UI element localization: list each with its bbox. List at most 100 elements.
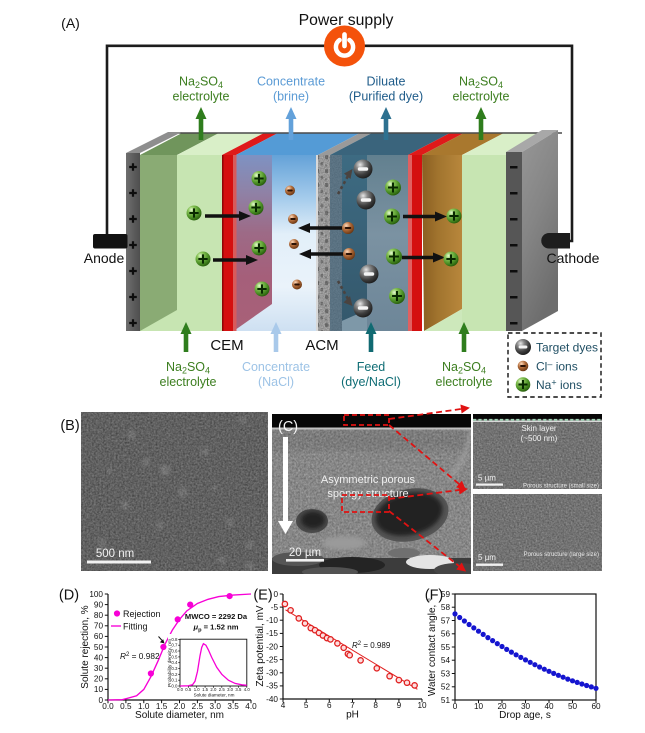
svg-text:pH: pH — [346, 710, 359, 721]
svg-text:30: 30 — [94, 664, 104, 673]
svg-text:20: 20 — [94, 675, 104, 684]
svg-text:(dye/NaCl): (dye/NaCl) — [341, 375, 401, 389]
svg-text:(B): (B) — [60, 418, 79, 434]
svg-text:0.2: 0.2 — [171, 672, 178, 677]
svg-text:10: 10 — [417, 701, 427, 710]
svg-text:3.0: 3.0 — [210, 702, 222, 711]
svg-text:-20: -20 — [266, 642, 278, 651]
svg-text:Na2SO4: Na2SO4 — [166, 360, 210, 376]
svg-text:(A): (A) — [61, 15, 80, 31]
svg-text:Feed: Feed — [357, 360, 386, 374]
svg-text:Target dyes: Target dyes — [536, 341, 598, 355]
svg-text:electrolyte: electrolyte — [436, 375, 493, 389]
svg-text:0.0: 0.0 — [171, 684, 178, 689]
svg-text:Na2SO4: Na2SO4 — [459, 75, 503, 91]
svg-text:0: 0 — [273, 590, 278, 599]
svg-text:Rejection: Rejection — [123, 609, 161, 619]
svg-text:Solute diameter, nm: Solute diameter, nm — [135, 710, 224, 721]
svg-text:0.7: 0.7 — [171, 643, 178, 648]
svg-text:ACM: ACM — [305, 337, 338, 354]
svg-text:Drop age, s: Drop age, s — [499, 710, 551, 721]
svg-text:electrolyte: electrolyte — [173, 90, 230, 104]
svg-text:30: 30 — [521, 702, 531, 711]
svg-text:50: 50 — [94, 643, 104, 652]
svg-text:CEM: CEM — [210, 337, 243, 354]
svg-text:μp = 1.52 nm: μp = 1.52 nm — [193, 623, 239, 634]
svg-text:1.5: 1.5 — [156, 702, 168, 711]
svg-text:-10: -10 — [266, 616, 278, 625]
svg-text:0: 0 — [453, 702, 458, 711]
svg-text:3.5: 3.5 — [235, 687, 242, 692]
svg-text:58: 58 — [441, 603, 451, 612]
svg-text:electrolyte: electrolyte — [160, 375, 217, 389]
svg-text:50: 50 — [568, 702, 578, 711]
svg-text:0.5: 0.5 — [171, 654, 178, 659]
svg-text:55: 55 — [441, 643, 451, 652]
svg-text:-40: -40 — [266, 695, 278, 704]
svg-text:5: 5 — [304, 701, 309, 710]
svg-text:-5: -5 — [271, 603, 279, 612]
svg-text:Anode: Anode — [84, 250, 125, 266]
svg-text:60: 60 — [591, 702, 601, 711]
svg-text:Solute rejection, %: Solute rejection, % — [80, 605, 91, 688]
svg-text:(~500 nm): (~500 nm) — [521, 434, 558, 443]
svg-text:7: 7 — [350, 701, 355, 710]
svg-text:(NaCl): (NaCl) — [258, 375, 294, 389]
svg-text:-35: -35 — [266, 682, 278, 691]
svg-text:Na+ ions: Na+ ions — [536, 378, 582, 393]
svg-text:6: 6 — [327, 701, 332, 710]
svg-text:(F): (F) — [425, 588, 444, 604]
svg-text:1.0: 1.0 — [194, 687, 201, 692]
svg-text:53: 53 — [441, 669, 451, 678]
svg-text:(brine): (brine) — [273, 90, 309, 104]
svg-text:electrolyte: electrolyte — [453, 90, 510, 104]
svg-text:0.0: 0.0 — [102, 702, 114, 711]
svg-text:Solute diameter, nm: Solute diameter, nm — [194, 693, 235, 698]
svg-text:-15: -15 — [266, 629, 278, 638]
svg-text:60: 60 — [94, 632, 104, 641]
svg-text:5 µm: 5 µm — [478, 474, 496, 483]
svg-text:20: 20 — [497, 702, 507, 711]
svg-text:(E): (E) — [253, 588, 272, 604]
svg-text:2.0: 2.0 — [174, 702, 186, 711]
svg-text:500 nm: 500 nm — [96, 548, 134, 560]
svg-text:56: 56 — [441, 630, 451, 639]
svg-text:0.0: 0.0 — [177, 687, 184, 692]
svg-text:Probability density, nm: Probability density, nm — [167, 639, 173, 687]
svg-text:4.0: 4.0 — [244, 687, 251, 692]
svg-text:Cathode: Cathode — [547, 250, 600, 266]
svg-text:0.4: 0.4 — [171, 660, 178, 665]
svg-text:Diluate: Diluate — [367, 75, 406, 89]
svg-text:5 µm: 5 µm — [478, 553, 496, 562]
svg-text:0.3: 0.3 — [171, 666, 178, 671]
svg-text:Water contact angle, °: Water contact angle, ° — [427, 598, 438, 696]
svg-text:40: 40 — [544, 702, 554, 711]
svg-text:54: 54 — [441, 656, 451, 665]
svg-text:Concentrate: Concentrate — [257, 75, 325, 89]
svg-text:Fitting: Fitting — [123, 622, 148, 632]
svg-text:10: 10 — [94, 685, 104, 694]
svg-text:(Purified dye): (Purified dye) — [349, 90, 423, 104]
svg-text:100: 100 — [89, 590, 103, 599]
svg-text:Cl– ions: Cl– ions — [536, 359, 578, 374]
svg-text:90: 90 — [94, 600, 104, 609]
svg-text:MWCO = 2292 Da: MWCO = 2292 Da — [185, 612, 248, 621]
svg-text:51: 51 — [441, 696, 451, 705]
svg-text:40: 40 — [94, 653, 104, 662]
svg-text:2.0: 2.0 — [210, 687, 217, 692]
svg-text:70: 70 — [94, 622, 104, 631]
svg-text:4: 4 — [281, 701, 286, 710]
svg-text:0.8: 0.8 — [171, 637, 178, 642]
svg-text:R2 = 0.982: R2 = 0.982 — [120, 651, 160, 661]
svg-text:-30: -30 — [266, 669, 278, 678]
svg-text:2.5: 2.5 — [192, 702, 204, 711]
svg-text:80: 80 — [94, 611, 104, 620]
svg-text:Asymmetric porous: Asymmetric porous — [321, 474, 416, 486]
svg-text:0.5: 0.5 — [120, 702, 132, 711]
svg-text:52: 52 — [441, 683, 451, 692]
svg-text:8: 8 — [373, 701, 378, 710]
svg-text:4.0: 4.0 — [245, 702, 257, 711]
svg-text:Porous structure (small size): Porous structure (small size) — [523, 484, 599, 490]
svg-text:3.5: 3.5 — [227, 702, 239, 711]
svg-text:0.5: 0.5 — [185, 687, 192, 692]
